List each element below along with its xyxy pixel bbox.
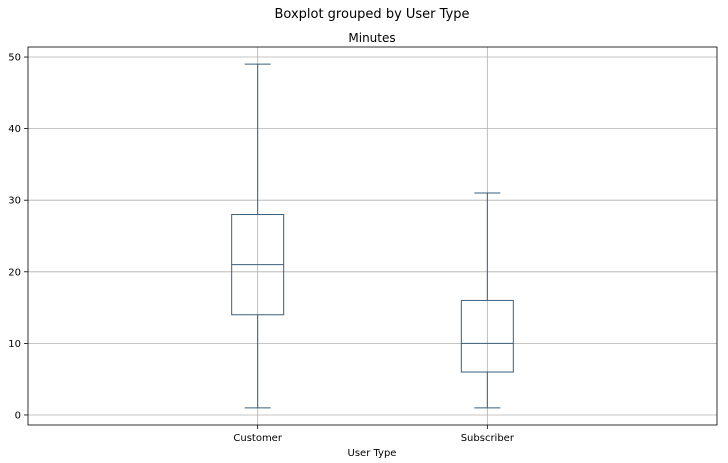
x-tick-label: Subscriber bbox=[461, 433, 515, 444]
y-tick-label: 30 bbox=[8, 196, 21, 207]
box-subscriber bbox=[460, 192, 514, 409]
x-tick-label: Customer bbox=[233, 433, 282, 444]
plot-area: 0 10 20 30 40 50 Customer Subscriber bbox=[8, 46, 718, 444]
y-tick-label: 20 bbox=[8, 267, 21, 278]
chart-suptitle: Boxplot grouped by User Type bbox=[274, 7, 469, 22]
box-customer bbox=[231, 63, 285, 409]
y-tick-label: 40 bbox=[8, 124, 21, 135]
y-tick-label: 0 bbox=[15, 410, 21, 421]
y-tick-label: 50 bbox=[8, 53, 21, 64]
axes-frame bbox=[27, 46, 718, 426]
x-axis-label: User Type bbox=[348, 448, 397, 459]
iqr-box bbox=[460, 299, 514, 373]
chart-title: Minutes bbox=[348, 31, 395, 45]
y-tick-label: 10 bbox=[8, 339, 21, 350]
